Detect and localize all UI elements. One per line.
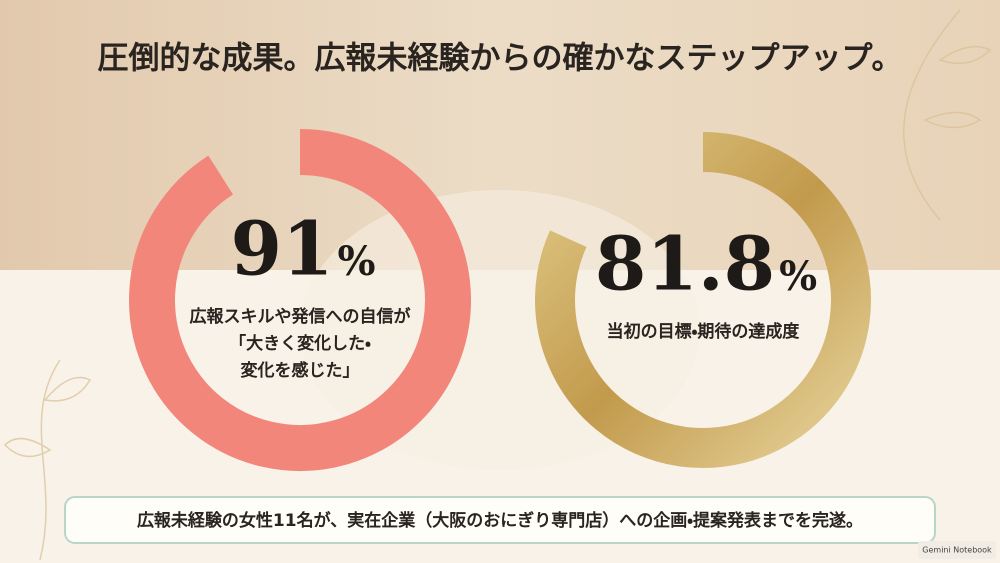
stat-unit: % [779,253,817,300]
stat-unit: % [337,238,375,285]
stat-label: 広報スキルや発信への自信が [190,306,411,327]
leaf-decor [3,9,992,561]
stat-label: 「大きく変化した・ [229,333,371,354]
badge: Gemini Notebook [922,546,992,555]
badge-box [918,541,996,559]
stat-value: 81.8 [595,222,775,308]
stat-label: 変化を感じた」 [241,360,360,381]
stat-label: 当初の目標・期待の達成度 [607,321,801,342]
footer: 広報未経験の女性11名が、実在企業（大阪のおにぎり専門店）への企画・提案発表まで… [137,510,863,531]
title: 圧倒的な成果。広報未経験からの確かなステップアップ。 [97,41,902,77]
ring-arc [535,132,871,468]
ring-arc [129,129,471,471]
footer-box [64,496,936,544]
stat-value: 91 [231,207,334,293]
